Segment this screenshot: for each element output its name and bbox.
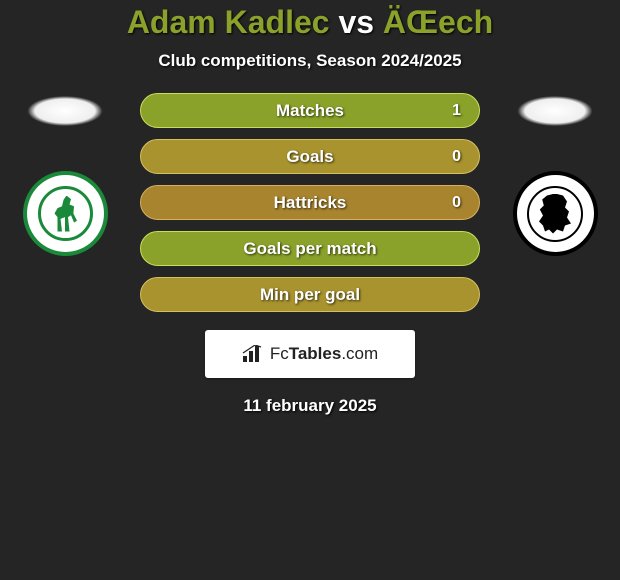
stat-right-value: 1 bbox=[452, 102, 461, 120]
player-b-name: ÄŒech bbox=[383, 4, 493, 40]
bohemians-badge bbox=[23, 171, 108, 256]
bars-icon bbox=[242, 345, 264, 363]
stat-right-value: 0 bbox=[452, 148, 461, 166]
hradec-badge bbox=[513, 171, 598, 256]
player-a-name: Adam Kadlec bbox=[127, 4, 330, 40]
stat-label: Min per goal bbox=[260, 285, 360, 305]
stat-label: Matches bbox=[276, 101, 344, 121]
main-row: Matches 1 Goals 0 Hattricks 0 Goals per match M… bbox=[0, 91, 620, 312]
club-a-badge bbox=[15, 171, 115, 256]
fctables-branding: FcTables.com bbox=[205, 330, 415, 378]
stat-bar-goals: Goals 0 bbox=[140, 139, 480, 174]
page-title: Adam Kadlec vs ÄŒech bbox=[0, 0, 620, 41]
stat-bar-min-per-goal: Min per goal bbox=[140, 277, 480, 312]
stat-label: Goals bbox=[286, 147, 333, 167]
vs-text: vs bbox=[338, 4, 374, 40]
player-b-column bbox=[500, 91, 610, 256]
player-b-silhouette bbox=[505, 91, 605, 131]
stat-right-value: 0 bbox=[452, 194, 461, 212]
kangaroo-icon bbox=[50, 196, 80, 232]
date-text: 11 february 2025 bbox=[0, 396, 620, 416]
lion-icon bbox=[535, 194, 575, 234]
subtitle: Club competitions, Season 2024/2025 bbox=[0, 51, 620, 71]
stat-label: Hattricks bbox=[274, 193, 347, 213]
fctables-text: FcTables.com bbox=[270, 344, 378, 364]
player-a-column bbox=[10, 91, 120, 256]
stat-label: Goals per match bbox=[243, 239, 376, 259]
stat-bar-matches: Matches 1 bbox=[140, 93, 480, 128]
player-a-silhouette bbox=[15, 91, 115, 131]
stats-column: Matches 1 Goals 0 Hattricks 0 Goals per match M… bbox=[140, 91, 480, 312]
stat-bar-goals-per-match: Goals per match bbox=[140, 231, 480, 266]
club-b-badge bbox=[505, 171, 605, 256]
stat-bar-hattricks: Hattricks 0 bbox=[140, 185, 480, 220]
